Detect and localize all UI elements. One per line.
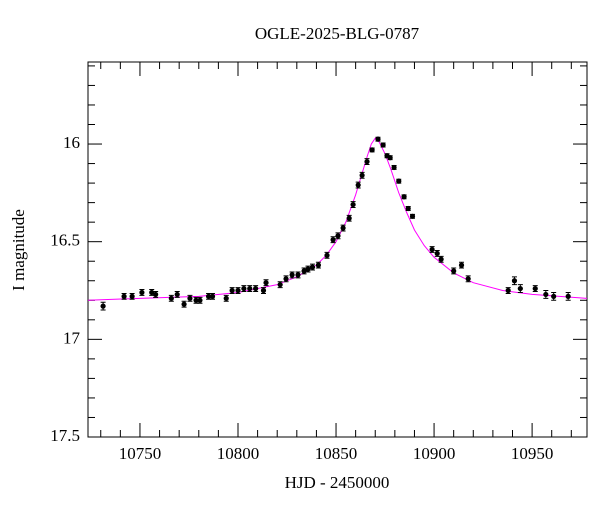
data-point bbox=[209, 293, 216, 299]
data-point bbox=[193, 297, 199, 303]
data-point bbox=[149, 289, 155, 296]
data-point bbox=[289, 272, 295, 278]
x-tick-label: 10750 bbox=[119, 444, 162, 463]
data-point bbox=[465, 276, 471, 282]
data-point bbox=[295, 272, 301, 278]
data-point bbox=[305, 266, 311, 272]
data-point bbox=[364, 159, 370, 165]
data-point bbox=[429, 246, 435, 253]
data-point bbox=[129, 293, 135, 299]
x-tick-label: 10900 bbox=[413, 444, 456, 463]
data-point bbox=[235, 287, 241, 294]
data-point bbox=[340, 225, 346, 231]
data-point bbox=[205, 293, 212, 299]
data-point bbox=[387, 155, 393, 161]
data-point bbox=[187, 295, 193, 301]
y-tick-label: 17 bbox=[63, 328, 81, 347]
data-point bbox=[330, 237, 336, 243]
y-tick-label: 16 bbox=[63, 133, 80, 152]
data-point bbox=[100, 303, 106, 309]
x-tick-label: 10850 bbox=[315, 444, 358, 463]
data-point bbox=[505, 287, 511, 294]
data-point bbox=[565, 293, 571, 299]
data-point bbox=[324, 252, 330, 258]
data-point bbox=[355, 182, 361, 188]
data-point bbox=[263, 280, 269, 286]
data-point bbox=[229, 287, 235, 294]
x-tick-label: 10950 bbox=[511, 444, 554, 463]
data-point bbox=[309, 264, 316, 270]
data-point bbox=[551, 293, 557, 299]
model-curve bbox=[87, 137, 588, 301]
y-axis-label: I magnitude bbox=[9, 209, 28, 291]
data-point bbox=[223, 295, 229, 301]
data-point bbox=[458, 262, 465, 268]
y-tick-label: 17.5 bbox=[50, 426, 80, 445]
y-tick-label: 16.5 bbox=[50, 231, 80, 250]
data-point bbox=[350, 201, 356, 208]
data-point bbox=[434, 250, 440, 257]
data-point bbox=[380, 142, 386, 148]
plot-frame bbox=[87, 61, 588, 438]
x-axis-label: HJD - 2450000 bbox=[285, 473, 390, 492]
data-point bbox=[543, 291, 549, 298]
data-point bbox=[335, 233, 341, 239]
data-point bbox=[247, 285, 253, 292]
data-point bbox=[241, 285, 247, 292]
data-point bbox=[532, 285, 538, 292]
data-point bbox=[181, 301, 187, 307]
data-point bbox=[401, 194, 407, 200]
data-point bbox=[121, 293, 127, 299]
data-point bbox=[517, 285, 523, 292]
data-point bbox=[409, 213, 416, 219]
data-point bbox=[405, 205, 411, 212]
data-point bbox=[375, 136, 381, 142]
data-point bbox=[396, 178, 402, 184]
data-point bbox=[153, 291, 159, 298]
data-point bbox=[283, 276, 289, 282]
data-point bbox=[369, 147, 375, 153]
data-point bbox=[451, 268, 457, 274]
data-point bbox=[438, 256, 444, 262]
data-point bbox=[511, 278, 518, 284]
data-point bbox=[260, 287, 267, 294]
data-point bbox=[168, 295, 174, 301]
data-point bbox=[301, 268, 307, 274]
data-point bbox=[346, 215, 352, 221]
chart-title: OGLE-2025-BLG-0787 bbox=[255, 24, 420, 43]
data-point bbox=[277, 282, 283, 288]
x-tick-label: 10800 bbox=[217, 444, 260, 463]
data-point bbox=[359, 172, 365, 178]
data-point bbox=[197, 297, 203, 303]
data-point bbox=[174, 291, 180, 298]
data-point bbox=[139, 289, 145, 296]
data-point bbox=[253, 285, 259, 292]
data-point bbox=[315, 262, 321, 268]
data-point bbox=[391, 164, 397, 171]
